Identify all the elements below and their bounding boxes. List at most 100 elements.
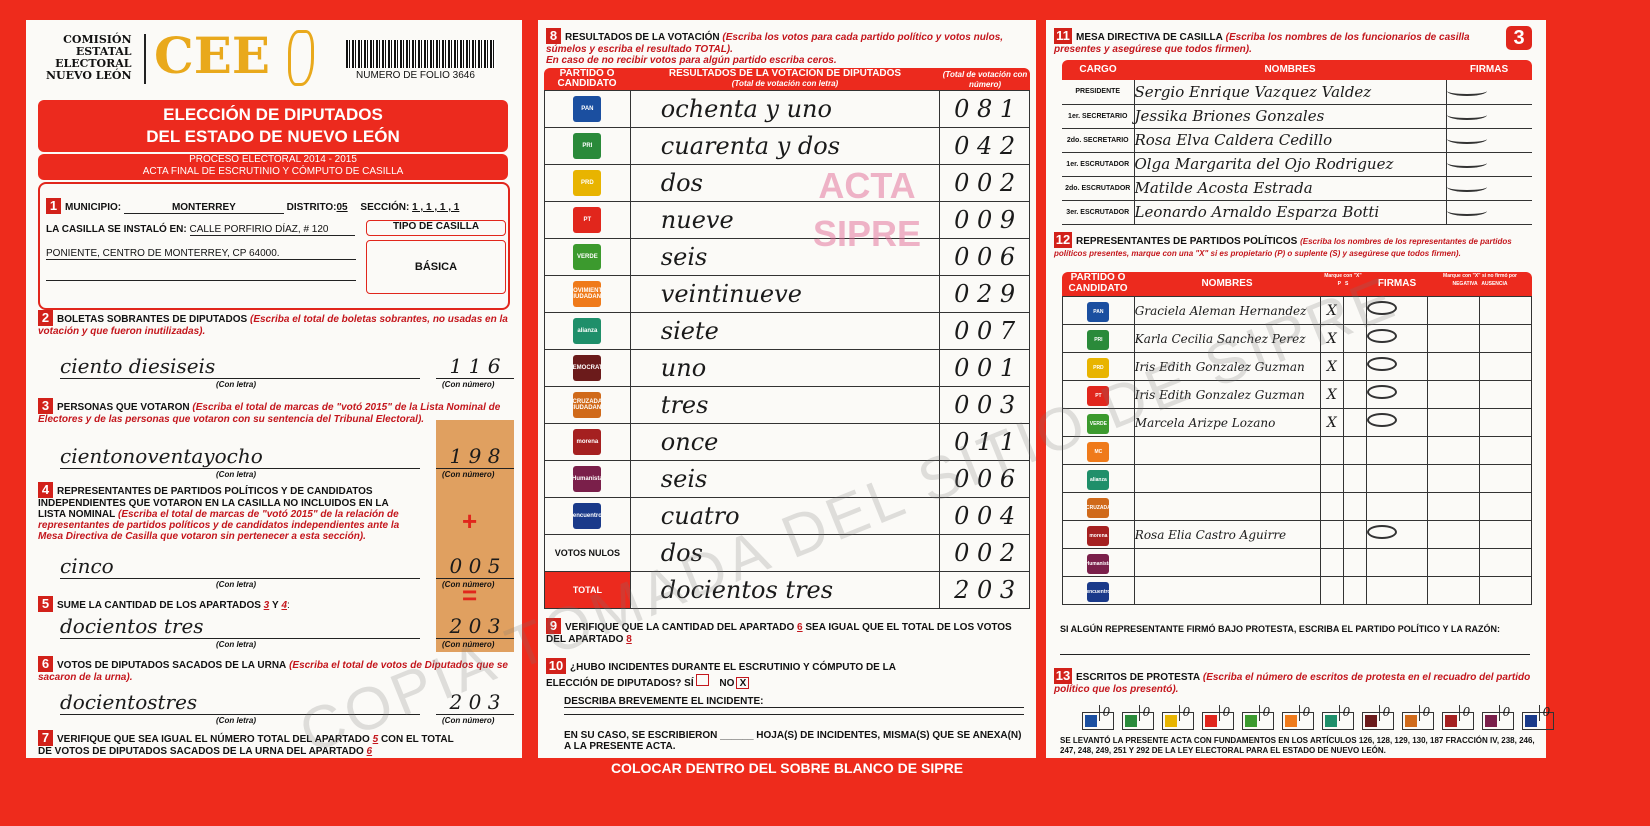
escrito-box[interactable]: 0 xyxy=(1322,705,1354,730)
firma-field[interactable] xyxy=(1446,128,1532,153)
firma-field[interactable] xyxy=(1446,200,1532,225)
s4-letra-field[interactable]: cinco xyxy=(60,554,420,579)
votes-letra-field[interactable]: seis xyxy=(629,238,941,276)
suplente-checkbox[interactable] xyxy=(1342,408,1367,437)
propietario-checkbox[interactable] xyxy=(1319,576,1344,605)
firma-field[interactable] xyxy=(1365,548,1429,577)
escrito-count[interactable]: 0 xyxy=(1179,705,1193,721)
firma-field[interactable] xyxy=(1365,492,1429,521)
negativa-checkbox[interactable] xyxy=(1427,296,1481,325)
escrito-count[interactable]: 0 xyxy=(1419,705,1433,721)
escrito-box[interactable]: 0 xyxy=(1202,705,1234,730)
votes-numero-field[interactable]: 2 0 3 xyxy=(939,571,1030,609)
representante-name-field[interactable] xyxy=(1133,576,1321,605)
funcionario-name-field[interactable]: Leonardo Arnaldo Esparza Botti xyxy=(1134,200,1447,225)
representante-name-field[interactable] xyxy=(1133,492,1321,521)
propietario-checkbox[interactable] xyxy=(1319,492,1344,521)
escrito-box[interactable]: 0 xyxy=(1522,705,1554,730)
votes-numero-field[interactable]: 0 0 7 xyxy=(939,312,1030,350)
escrito-box[interactable]: 0 xyxy=(1482,705,1514,730)
votes-letra-field[interactable]: siete xyxy=(629,312,941,350)
firma-field[interactable] xyxy=(1365,464,1429,493)
propietario-checkbox[interactable] xyxy=(1319,436,1344,465)
negativa-checkbox[interactable] xyxy=(1427,436,1481,465)
escrito-box[interactable]: 0 xyxy=(1442,705,1474,730)
escrito-count[interactable]: 0 xyxy=(1499,705,1513,721)
ausencia-checkbox[interactable] xyxy=(1479,352,1532,381)
firma-field[interactable] xyxy=(1365,436,1429,465)
suplente-checkbox[interactable] xyxy=(1342,492,1367,521)
firma-field[interactable] xyxy=(1365,352,1429,381)
distrito-field[interactable]: 05 xyxy=(336,202,348,213)
negativa-checkbox[interactable] xyxy=(1427,520,1481,549)
ausencia-checkbox[interactable] xyxy=(1479,436,1532,465)
firma-field[interactable] xyxy=(1446,80,1532,105)
escrito-count[interactable]: 0 xyxy=(1379,705,1393,721)
escrito-count[interactable]: 0 xyxy=(1219,705,1233,721)
suplente-checkbox[interactable] xyxy=(1342,436,1367,465)
negativa-checkbox[interactable] xyxy=(1427,464,1481,493)
municipio-field[interactable]: MONTERREY xyxy=(123,202,284,214)
s4-numero-field[interactable]: 0 0 5 xyxy=(436,554,514,579)
funcionario-name-field[interactable]: Jessika Briones Gonzales xyxy=(1134,104,1447,129)
votes-numero-field[interactable]: 0 0 2 xyxy=(939,164,1030,202)
funcionario-name-field[interactable]: Rosa Elva Caldera Cedillo xyxy=(1134,128,1447,153)
votes-numero-field[interactable]: 0 0 2 xyxy=(939,534,1030,572)
s6-letra-field[interactable]: docientostres xyxy=(60,690,420,715)
escrito-box[interactable]: 0 xyxy=(1082,705,1114,730)
escrito-count[interactable]: 0 xyxy=(1139,705,1153,721)
ausencia-checkbox[interactable] xyxy=(1479,408,1532,437)
suplente-checkbox[interactable] xyxy=(1342,464,1367,493)
s5-letra-field[interactable]: docientos tres xyxy=(60,614,420,639)
negativa-checkbox[interactable] xyxy=(1427,548,1481,577)
votes-letra-field[interactable]: cuarenta y dos xyxy=(629,127,941,165)
votes-numero-field[interactable]: 0 1 1 xyxy=(939,423,1030,461)
representante-name-field[interactable]: Marcela Arizpe Lozano xyxy=(1133,408,1321,437)
firma-field[interactable] xyxy=(1446,176,1532,201)
propietario-checkbox[interactable] xyxy=(1319,464,1344,493)
propietario-checkbox[interactable] xyxy=(1319,548,1344,577)
votes-numero-field[interactable]: 0 0 9 xyxy=(939,201,1030,239)
s5-numero-field[interactable]: 2 0 3 xyxy=(436,614,514,639)
ausencia-checkbox[interactable] xyxy=(1479,520,1532,549)
representante-name-field[interactable] xyxy=(1133,548,1321,577)
propietario-checkbox[interactable] xyxy=(1319,520,1344,549)
firma-field[interactable] xyxy=(1365,296,1429,325)
representante-name-field[interactable] xyxy=(1133,436,1321,465)
votes-numero-field[interactable]: 0 0 1 xyxy=(939,349,1030,387)
incidents-yes-checkbox[interactable] xyxy=(695,674,709,686)
escrito-box[interactable]: 0 xyxy=(1242,705,1274,730)
firma-field[interactable] xyxy=(1365,520,1429,549)
escrito-count[interactable]: 0 xyxy=(1259,705,1273,721)
votes-letra-field[interactable]: docientos tres xyxy=(629,571,941,609)
votes-letra-field[interactable]: nueve xyxy=(629,201,941,239)
representante-name-field[interactable]: Iris Edith Gonzalez Guzman xyxy=(1133,380,1321,409)
seccion-field[interactable]: 1 , 1 , 1 , 1 xyxy=(412,202,460,213)
votes-numero-field[interactable]: 0 0 3 xyxy=(939,386,1030,424)
ausencia-checkbox[interactable] xyxy=(1479,324,1532,353)
representante-name-field[interactable]: Iris Edith Gonzalez Guzman xyxy=(1133,352,1321,381)
votes-numero-field[interactable]: 0 8 1 xyxy=(939,90,1030,128)
representante-name-field[interactable]: Karla Cecilia Sanchez Perez xyxy=(1133,324,1321,353)
incidents-no-checkbox[interactable]: X xyxy=(736,677,750,689)
s2-numero-field[interactable]: 1 1 6 xyxy=(436,354,514,379)
escrito-box[interactable]: 0 xyxy=(1122,705,1154,730)
representante-name-field[interactable] xyxy=(1133,464,1321,493)
incident-description-field[interactable]: DESCRIBA BREVEMENTE EL INCIDENTE: xyxy=(564,696,1024,708)
suplente-checkbox[interactable] xyxy=(1342,576,1367,605)
firma-field[interactable] xyxy=(1365,576,1429,605)
escrito-box[interactable]: 0 xyxy=(1162,705,1194,730)
suplente-checkbox[interactable] xyxy=(1342,548,1367,577)
votes-letra-field[interactable]: dos xyxy=(629,534,941,572)
firma-field[interactable] xyxy=(1446,152,1532,177)
suplente-checkbox[interactable] xyxy=(1342,380,1367,409)
suplente-checkbox[interactable] xyxy=(1342,352,1367,381)
votes-letra-field[interactable]: dos xyxy=(629,164,941,202)
votes-letra-field[interactable]: uno xyxy=(629,349,941,387)
escrito-box[interactable]: 0 xyxy=(1402,705,1434,730)
ausencia-checkbox[interactable] xyxy=(1479,492,1532,521)
negativa-checkbox[interactable] xyxy=(1427,576,1481,605)
negativa-checkbox[interactable] xyxy=(1427,324,1481,353)
firma-field[interactable] xyxy=(1365,408,1429,437)
s2-letra-field[interactable]: ciento diesiseis xyxy=(60,354,420,379)
